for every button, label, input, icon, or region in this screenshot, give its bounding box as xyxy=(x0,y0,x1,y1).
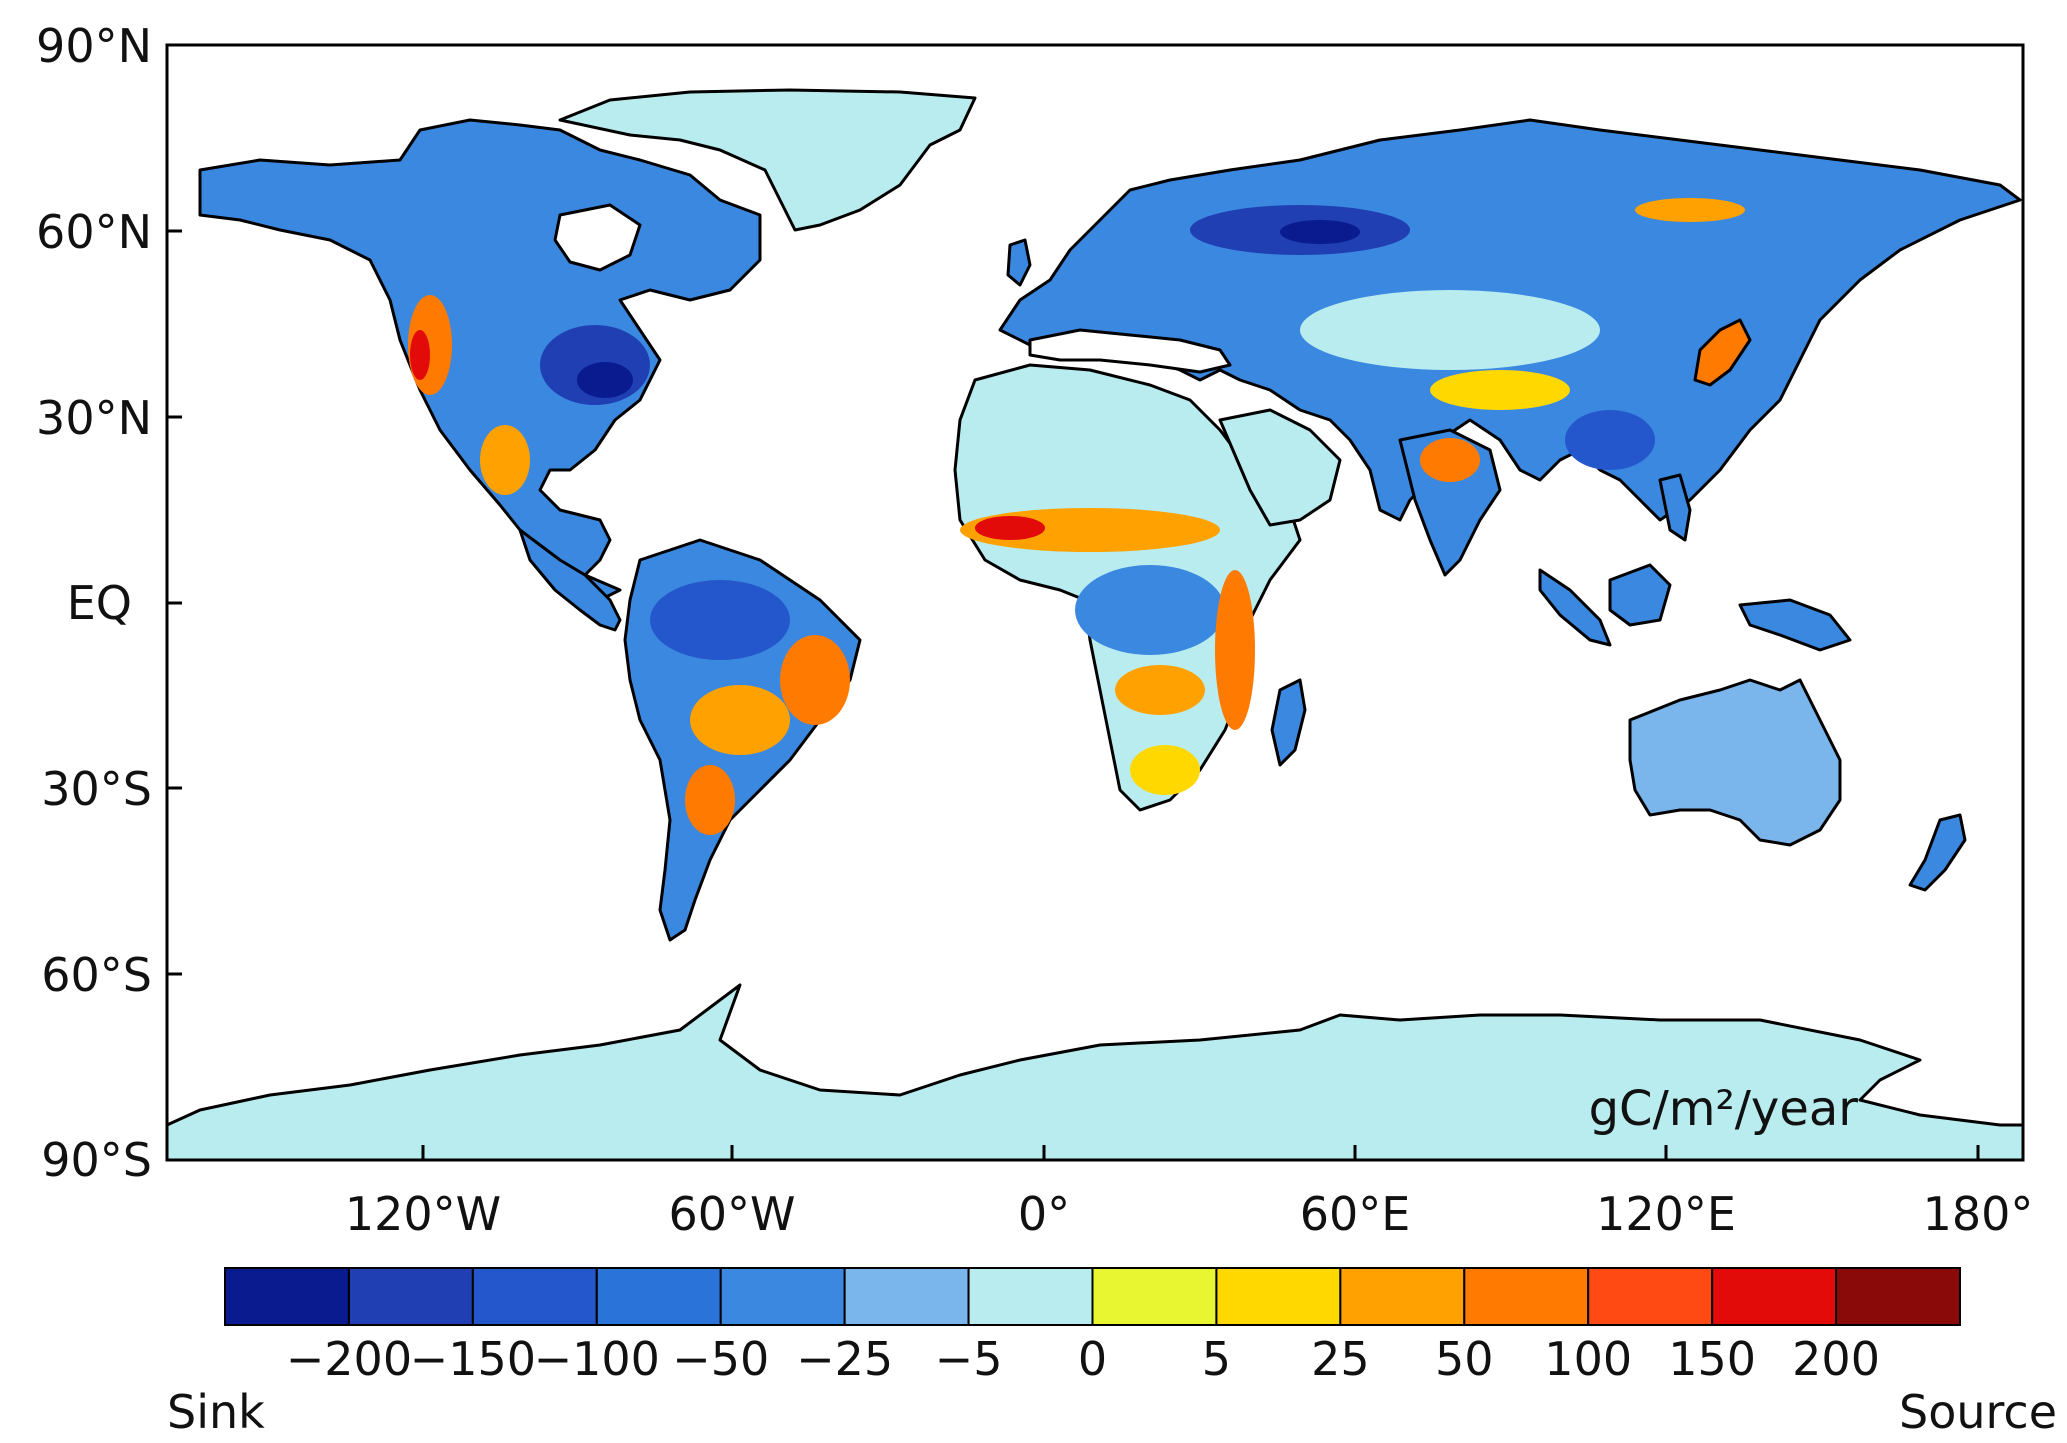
colorbar-tick-label: 200 xyxy=(1792,1332,1880,1386)
great-britain xyxy=(1006,238,1032,287)
colorbar-tick-label: 100 xyxy=(1544,1332,1632,1386)
philippines xyxy=(1658,473,1692,542)
colorbar-tick-label: 150 xyxy=(1668,1332,1756,1386)
patch-siberia-core xyxy=(1280,220,1360,244)
patch-brazil xyxy=(780,635,850,725)
colorbar-segment xyxy=(1215,1267,1342,1326)
colorbar-tick-label: 5 xyxy=(1202,1332,1231,1386)
colorbar-segment xyxy=(1835,1267,1961,1326)
lon-label-0: 0° xyxy=(1018,1187,1070,1241)
lat-label-30n: 30°N xyxy=(36,391,152,445)
patch-us-east-core xyxy=(577,362,633,398)
mediterranean-sea xyxy=(1028,328,1232,374)
colorbar-tick-label: −100 xyxy=(534,1332,660,1386)
central-america xyxy=(518,528,622,632)
patch-amazon xyxy=(650,580,790,660)
new-zealand xyxy=(1908,813,1967,892)
japan xyxy=(1693,318,1752,387)
lat-label-90s: 90°S xyxy=(41,1133,152,1187)
colorbar-tick-label: −5 xyxy=(935,1332,1003,1386)
antarctica xyxy=(165,983,2025,1162)
latitude-labels: 90°N 60°N 30°N EQ 30°S 60°S 90°S xyxy=(36,19,152,1187)
colorbar-tick-label: 0 xyxy=(1078,1332,1107,1386)
patch-india-source xyxy=(1420,438,1480,482)
colorbar-tick-label: −150 xyxy=(410,1332,536,1386)
colorbar-tick-label: −200 xyxy=(286,1332,412,1386)
colorbar-segment xyxy=(967,1267,1094,1326)
colorbar-segment xyxy=(1339,1267,1466,1326)
patch-africa-south-tip xyxy=(1130,745,1200,795)
patch-congo xyxy=(1075,565,1225,655)
colorbar-segment xyxy=(1587,1267,1714,1326)
colorbar xyxy=(224,1267,1961,1326)
colorbar-tick-label: −25 xyxy=(796,1332,893,1386)
colorbar-segment xyxy=(719,1267,846,1326)
colorbar-segment xyxy=(1091,1267,1218,1326)
lon-label-120w: 120°W xyxy=(345,1187,501,1241)
patch-east-africa xyxy=(1215,570,1255,730)
sumatra xyxy=(1538,568,1612,647)
greenland xyxy=(558,88,977,232)
unit-label: gC/m²/year xyxy=(1589,1081,1859,1137)
colorbar-tick-label: −50 xyxy=(672,1332,769,1386)
colorbar-segment xyxy=(1711,1267,1838,1326)
colorbar-segment xyxy=(1463,1267,1590,1326)
longitude-labels: 120°W 60°W 0° 60°E 120°E 180° xyxy=(345,1187,2034,1241)
axis-ticks xyxy=(167,43,1980,1162)
patch-china-sink xyxy=(1565,410,1655,470)
lat-label-30s: 30°S xyxy=(41,762,152,816)
patch-us-west-core xyxy=(410,330,430,380)
patch-mexico xyxy=(480,425,530,495)
colorbar-segment xyxy=(843,1267,970,1326)
colorbar-segment xyxy=(471,1267,598,1326)
arabia xyxy=(1218,408,1342,527)
lat-label-90n: 90°N xyxy=(36,19,152,73)
colorbar-source-label: Source xyxy=(1899,1385,2057,1439)
patch-argentina xyxy=(685,765,735,835)
patch-east-siberia-source xyxy=(1635,198,1745,222)
colorbar-tick-label: 25 xyxy=(1311,1332,1370,1386)
colorbar-tick-label: 50 xyxy=(1435,1332,1494,1386)
australia xyxy=(1628,678,1842,847)
flux-patches xyxy=(408,198,1745,835)
patch-tibet xyxy=(1430,370,1570,410)
colorbar-segment xyxy=(347,1267,474,1326)
patch-sahel-core xyxy=(975,516,1045,540)
lat-label-60s: 60°S xyxy=(41,948,152,1002)
lon-label-60e: 60°E xyxy=(1300,1187,1411,1241)
colorbar-segment xyxy=(595,1267,722,1326)
lat-label-60n: 60°N xyxy=(36,205,152,259)
madagascar xyxy=(1270,678,1307,767)
patch-central-asia xyxy=(1300,290,1600,370)
lon-label-60w: 60°W xyxy=(668,1187,795,1241)
colorbar-sink-label: Sink xyxy=(167,1385,265,1439)
new-guinea xyxy=(1738,598,1852,652)
hudson-bay xyxy=(553,203,642,272)
patch-southern-africa xyxy=(1115,665,1205,715)
colorbar-segment xyxy=(224,1267,350,1326)
lat-label-eq: EQ xyxy=(67,576,132,630)
lon-label-120e: 120°E xyxy=(1596,1187,1736,1241)
colorbar-tick-labels: −200−150−100 −50 −25 −5 0 5 25 50 100 150 200 xyxy=(286,1332,1880,1386)
lon-label-180: 180° xyxy=(1923,1187,2034,1241)
borneo xyxy=(1608,563,1672,627)
patch-south-america-mid xyxy=(690,685,790,755)
